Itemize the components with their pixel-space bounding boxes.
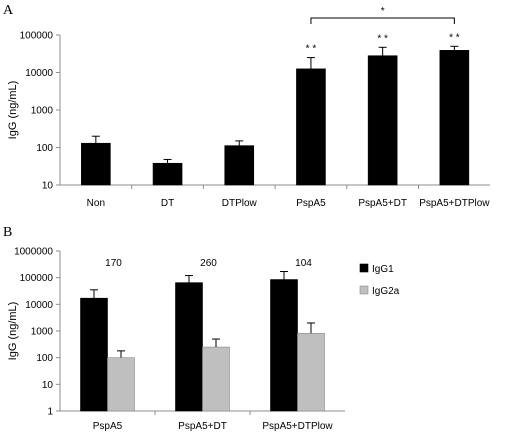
ratio-label: 170: [105, 258, 122, 269]
significance-bracket: [310, 17, 455, 24]
bar: [152, 162, 183, 186]
significance-mark: * *: [306, 44, 317, 55]
significance-mark: * *: [377, 33, 388, 44]
bar: [439, 50, 470, 186]
chart-b: 1 10 100 1000 10000 100000 1000000 IgG (ng/mL) P…: [7, 247, 400, 433]
bar: [270, 279, 298, 412]
bracket-label: *: [381, 6, 385, 17]
x-tick-label: PspA5+DTPlow: [262, 421, 333, 432]
y-tick-label: 100: [36, 353, 53, 364]
y-tick-label: 1000: [31, 106, 54, 117]
y-tick-label: 100: [36, 143, 53, 154]
y-tick-label: 100000: [20, 31, 54, 42]
y-tick-label: 1000: [31, 327, 54, 338]
x-tick-label: PspA5+DT: [178, 421, 227, 432]
ratio-label: 104: [295, 258, 312, 269]
x-tick-label: PspA5: [296, 198, 326, 209]
y-tick-label: 1: [47, 407, 53, 418]
ratio-label: 260: [200, 258, 217, 269]
bar: [367, 55, 398, 186]
bar: [81, 142, 111, 186]
legend-label: IgG2a: [372, 286, 400, 297]
x-tick-label: DT: [161, 198, 174, 209]
bar: [175, 282, 203, 412]
panel-b-letter: B: [3, 225, 12, 240]
x-tick-label: PspA5: [93, 421, 123, 432]
y-axis-label: IgG (ng/mL): [7, 81, 19, 140]
bar: [296, 68, 326, 186]
y-tick-label: 1000000: [14, 247, 53, 258]
y-tick-label: 10000: [25, 300, 53, 311]
y-tick-label: 10: [42, 181, 54, 192]
legend-swatch: [359, 263, 369, 273]
x-tick-label: PspA5+DT: [358, 198, 407, 209]
y-tick-label: 100000: [20, 273, 54, 284]
x-tick-label: Non: [87, 198, 105, 209]
y-tick-label: 10: [42, 380, 54, 391]
bar: [224, 145, 255, 186]
legend-swatch: [359, 285, 369, 295]
x-tick-label: PspA5+DTPlow: [419, 198, 490, 209]
panel-a-letter: A: [3, 3, 14, 18]
y-axis-label: IgG (ng/mL): [7, 302, 19, 361]
bar: [202, 346, 230, 412]
chart-a: 10 100 1000 10000 100000 IgG (ng/mL) Non DT DTPl…: [7, 6, 490, 209]
bar: [107, 357, 135, 412]
bar: [297, 332, 325, 412]
x-tick-label: DTPlow: [222, 198, 258, 209]
y-tick-label: 10000: [25, 68, 53, 79]
bar: [80, 297, 108, 412]
significance-mark: * *: [449, 32, 460, 43]
legend-label: IgG1: [372, 264, 394, 275]
